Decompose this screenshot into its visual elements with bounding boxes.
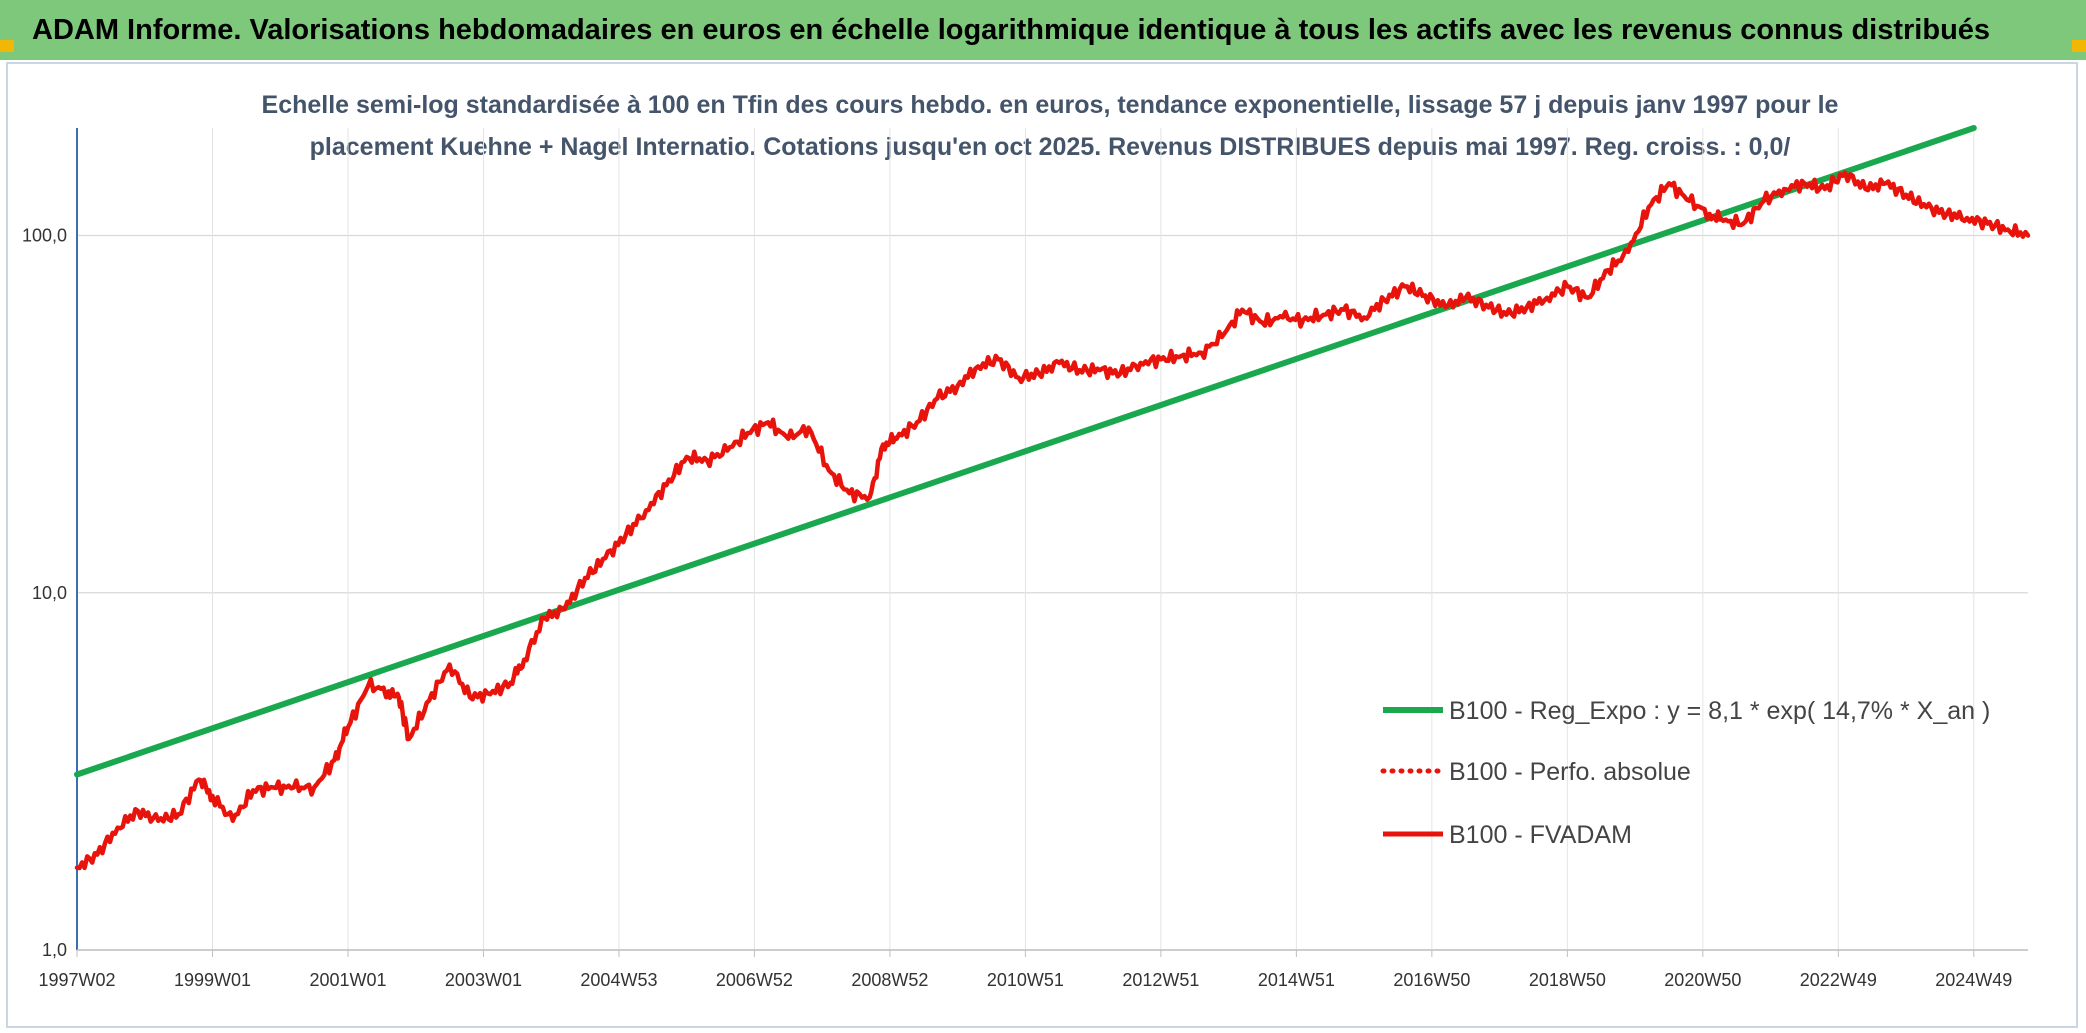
chart-frame bbox=[6, 62, 2078, 1028]
x-tick-label: 2001W01 bbox=[309, 970, 386, 990]
x-tick-label: 2016W50 bbox=[1393, 970, 1470, 990]
y-tick-labels: 1,0 10,0 100,0 bbox=[22, 226, 67, 960]
x-tick-label: 2008W52 bbox=[851, 970, 928, 990]
x-tick-label: 2024W49 bbox=[1935, 970, 2012, 990]
x-tick-label: 2022W49 bbox=[1800, 970, 1877, 990]
series-line-solid-green bbox=[74, 125, 1977, 778]
y-tick-label: 10,0 bbox=[32, 583, 67, 603]
series-line-solid-red bbox=[74, 170, 2031, 871]
legend-label: B100 - Perfo. absolue bbox=[1449, 758, 1691, 786]
x-tick-label: 2006W52 bbox=[716, 970, 793, 990]
corner-marker-right bbox=[2072, 40, 2086, 52]
x-tick-label: 2010W51 bbox=[987, 970, 1064, 990]
report-banner: ADAM Informe. Valorisations hebdomadaire… bbox=[0, 0, 2086, 60]
x-tick-label: 2012W51 bbox=[1122, 970, 1199, 990]
report-title: ADAM Informe. Valorisations hebdomadaire… bbox=[32, 13, 1991, 46]
grid-vertical bbox=[76, 128, 1975, 957]
chart-title: Echelle semi-log standardisée à 100 en T… bbox=[220, 84, 1880, 168]
x-tick-label: 2003W01 bbox=[445, 970, 522, 990]
series-layer bbox=[74, 125, 2031, 871]
x-tick-label: 2018W50 bbox=[1529, 970, 1606, 990]
x-tick-labels: 1997W02 1999W01 2001W01 2003W01 2004W53 2006W… bbox=[38, 970, 2012, 990]
x-tick-label: 1997W02 bbox=[38, 970, 115, 990]
chart-title-line-2: placement Kuehne + Nagel Internatio. Cot… bbox=[309, 133, 1791, 161]
legend-label: B100 - Reg_Expo : y = 8,1 * exp( 14,7% *… bbox=[1449, 697, 1990, 725]
grid-horizontal bbox=[77, 234, 2028, 951]
x-tick-label: 1999W01 bbox=[174, 970, 251, 990]
y-tick-label: 1,0 bbox=[42, 940, 67, 960]
x-tick-label: 2014W51 bbox=[1258, 970, 1335, 990]
legend: B100 - Reg_Expo : y = 8,1 * exp( 14,7% *… bbox=[1380, 697, 1990, 849]
x-tick-label: 2020W50 bbox=[1664, 970, 1741, 990]
chart-title-line-1: Echelle semi-log standardisée à 100 en T… bbox=[261, 91, 1839, 119]
y-tick-label: 100,0 bbox=[22, 226, 67, 246]
legend-label: B100 - FVADAM bbox=[1449, 821, 1632, 849]
x-tick-label: 2004W53 bbox=[580, 970, 657, 990]
corner-marker-left bbox=[0, 40, 14, 52]
